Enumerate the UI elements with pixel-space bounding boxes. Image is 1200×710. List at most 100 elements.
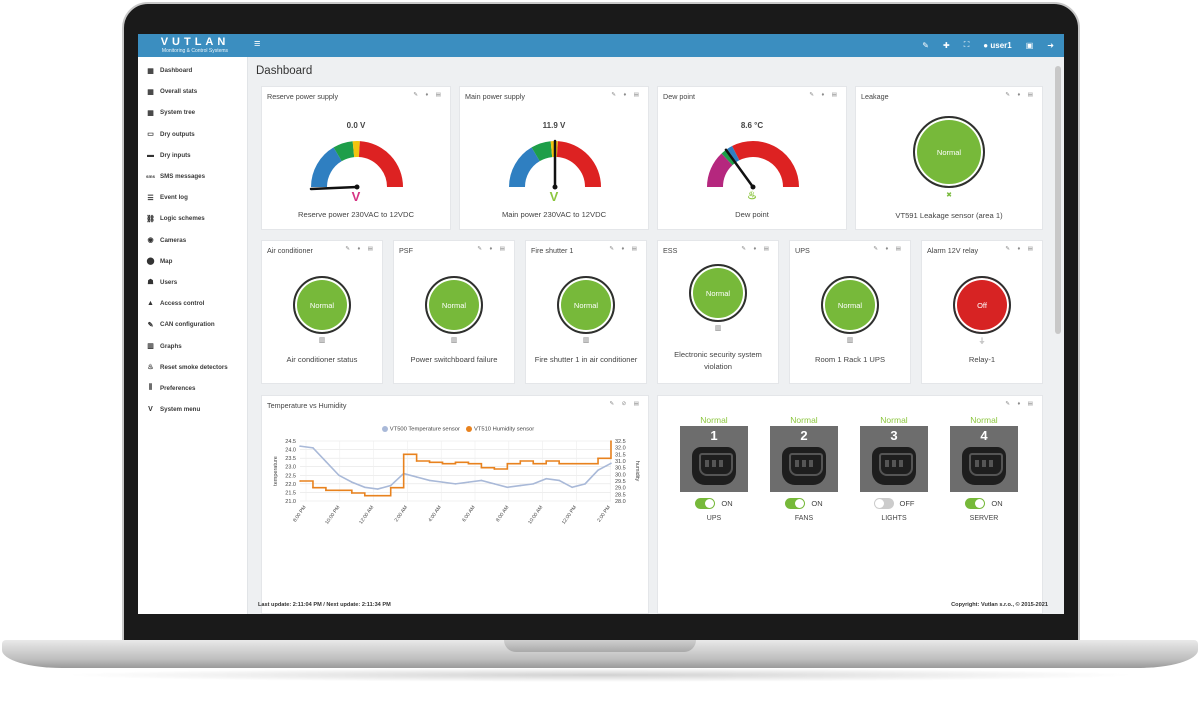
y-right-tick-label: 28.5 xyxy=(615,492,626,498)
socket-toggle[interactable] xyxy=(695,498,716,509)
gauge-card-dew-point: Dew point ✎ ♦ ▤ 8.6 °C ♨ Dew point xyxy=(657,86,847,230)
page-title: Dashboard xyxy=(256,65,313,77)
top-actions: ✎ ✚ ⛶ ● user1 ▣ ➜ xyxy=(922,40,1054,50)
data-point xyxy=(441,481,444,483)
gauge-needle xyxy=(309,185,359,191)
socket-status: Normal xyxy=(700,415,728,425)
data-point xyxy=(376,494,379,497)
data-point xyxy=(532,483,535,485)
data-point xyxy=(506,486,509,489)
y-right-tick-label: 32.0 xyxy=(615,446,626,452)
sidebar-item-cameras[interactable]: ◉ Cameras xyxy=(138,230,247,251)
sidebar-item-dashboard[interactable]: ▦ Dashboard xyxy=(138,60,247,81)
sidebar-item-sms-messages[interactable]: sms SMS messages xyxy=(138,166,247,187)
sidebar-item-system-menu[interactable]: V System menu xyxy=(138,399,247,420)
sockets-card: ✎ ♦ ▤ Normal 1 ON UPS Normal 2 xyxy=(657,395,1043,614)
logo-v-icon: V xyxy=(148,406,153,414)
sidebar-item-preferences[interactable]: ⫼ Preferences xyxy=(138,378,247,399)
card-tools[interactable]: ✎ ♦ ▤ xyxy=(609,246,640,252)
plus-icon[interactable]: ✚ xyxy=(942,40,950,50)
card-tools[interactable]: ✎ ⊘ ▤ xyxy=(609,401,642,407)
wrench-icon[interactable]: ✎ xyxy=(922,40,929,50)
socket-toggle[interactable] xyxy=(785,498,806,509)
data-point xyxy=(597,469,599,471)
socket-number: 2 xyxy=(800,428,808,443)
sidebar-item-label: Preferences xyxy=(160,384,196,392)
socket-toggle[interactable] xyxy=(873,498,894,509)
sidebar-item-logic-schemes[interactable]: ⛓ Logic schemes xyxy=(138,208,247,229)
menu-toggle-icon[interactable]: ≡ xyxy=(254,38,261,50)
logout-icon[interactable]: ➜ xyxy=(1047,40,1054,50)
card-tools[interactable]: ✎ ♦ ▤ xyxy=(611,92,642,98)
card-tools[interactable]: ✎ ♦ ▤ xyxy=(1005,246,1036,252)
card-caption: Room 1 Rack 1 UPS xyxy=(814,355,886,364)
sidebar-item-dry-inputs[interactable]: ▬ Dry inputs xyxy=(138,145,247,166)
sidebar-item-access-control[interactable]: ▲ Access control xyxy=(138,293,247,314)
save-icon[interactable]: ▣ xyxy=(1025,40,1034,50)
data-point xyxy=(338,489,340,492)
card-tools[interactable]: ✎ ♦ ▤ xyxy=(345,246,376,252)
data-point xyxy=(428,461,431,464)
data-point xyxy=(441,462,444,465)
legend-label[interactable]: VT500 Temperature sensor xyxy=(389,426,460,433)
laptop-shadow xyxy=(60,668,1140,682)
data-point xyxy=(467,462,470,465)
legend-label[interactable]: VT510 Humidity sensor xyxy=(473,426,535,433)
card-tools[interactable]: ✎ ♦ ▤ xyxy=(873,246,904,252)
data-point xyxy=(351,492,353,494)
socket-server: Normal 4 ON SERVER xyxy=(950,415,1018,522)
card-tools[interactable]: ✎ ♦ ▤ xyxy=(809,92,840,98)
card-tools[interactable]: ✎ ♦ ▤ xyxy=(741,246,772,252)
y-right-tick-label: 29.5 xyxy=(615,479,626,485)
sidebar-item-label: System tree xyxy=(160,109,196,117)
chart-legend: VT500 Temperature sensor VT510 Humidity s… xyxy=(262,426,648,433)
data-point xyxy=(467,481,470,483)
socket-plate xyxy=(962,447,1006,485)
sidebar-item-event-log[interactable]: ☰ Event log xyxy=(138,187,247,208)
last-update-text: Last update: 2:11:04 PM / Next update: 2… xyxy=(258,602,391,608)
sidebar-item-dry-outputs[interactable]: ▭ Dry outputs xyxy=(138,124,247,145)
gauge-hub xyxy=(552,184,558,190)
socket-toggle-row: ON xyxy=(770,498,838,509)
card-tools[interactable]: ✎ ♦ ▤ xyxy=(1005,401,1036,407)
sidebar-item-overall-stats[interactable]: ▦ Overall stats xyxy=(138,81,247,102)
sidebar-item-map[interactable]: ⬤ Map xyxy=(138,251,247,272)
gauge-card-reserve-power: Reserve power supply ✎ ♦ ▤ 0.0 V V Reserve… xyxy=(261,86,451,230)
sensor-icon: ▥ xyxy=(714,325,722,332)
card-caption: VT591 Leakage sensor (area 1) xyxy=(895,211,1003,220)
sidebar-item-system-tree[interactable]: ▦ System tree xyxy=(138,102,247,123)
sidebar-item-users[interactable]: ☗ Users xyxy=(138,272,247,293)
card-title: Reserve power supply xyxy=(267,92,339,101)
y-right-tick-label: 28.0 xyxy=(615,499,626,505)
logo[interactable]: VUTLAN Monitoring & Control Systems xyxy=(152,37,238,55)
socket-number: 4 xyxy=(980,428,988,443)
y-right-tick-label: 30.5 xyxy=(615,466,626,472)
status-text: Normal xyxy=(309,300,335,310)
sidebar-item-label: Users xyxy=(160,278,178,286)
card-title: Air conditioner xyxy=(267,246,313,255)
sidebar-item-reset-smoke-detectors[interactable]: ♨ Reset smoke detectors xyxy=(138,357,247,378)
data-point xyxy=(402,453,405,456)
data-point xyxy=(545,477,548,480)
sidebar-item-graphs[interactable]: ▥ Graphs xyxy=(138,335,247,356)
data-point xyxy=(454,483,457,485)
data-point xyxy=(584,462,586,465)
gauge-unit: V xyxy=(549,189,559,204)
user-menu[interactable]: ● user1 xyxy=(983,41,1011,50)
status-card-alarm-12v-relay: Alarm 12V relay ✎ ♦ ▤ Off ⏚ Relay-1 xyxy=(921,240,1043,384)
data-point xyxy=(506,462,509,465)
sensor-icon: ▥ xyxy=(582,337,590,344)
scrollbar[interactable] xyxy=(1055,66,1061,334)
card-caption: Air conditioner status xyxy=(286,355,358,364)
sidebar-item-can-configuration[interactable]: ✎ CAN configuration xyxy=(138,314,247,335)
card-tools[interactable]: ✎ ♦ ▤ xyxy=(1005,92,1036,98)
card-tools[interactable]: ✎ ♦ ▤ xyxy=(477,246,508,252)
card-caption: Electronic security system violation xyxy=(674,350,762,371)
x-tick-label: 12:00 AM xyxy=(358,505,375,526)
expand-icon[interactable]: ⛶ xyxy=(963,40,970,49)
card-tools[interactable]: ✎ ♦ ▤ xyxy=(413,92,444,98)
gauge-band xyxy=(732,141,799,188)
socket-toggle[interactable] xyxy=(965,498,986,509)
y-tick-label: 24.0 xyxy=(285,448,296,454)
link-icon: ⛓ xyxy=(146,215,155,223)
